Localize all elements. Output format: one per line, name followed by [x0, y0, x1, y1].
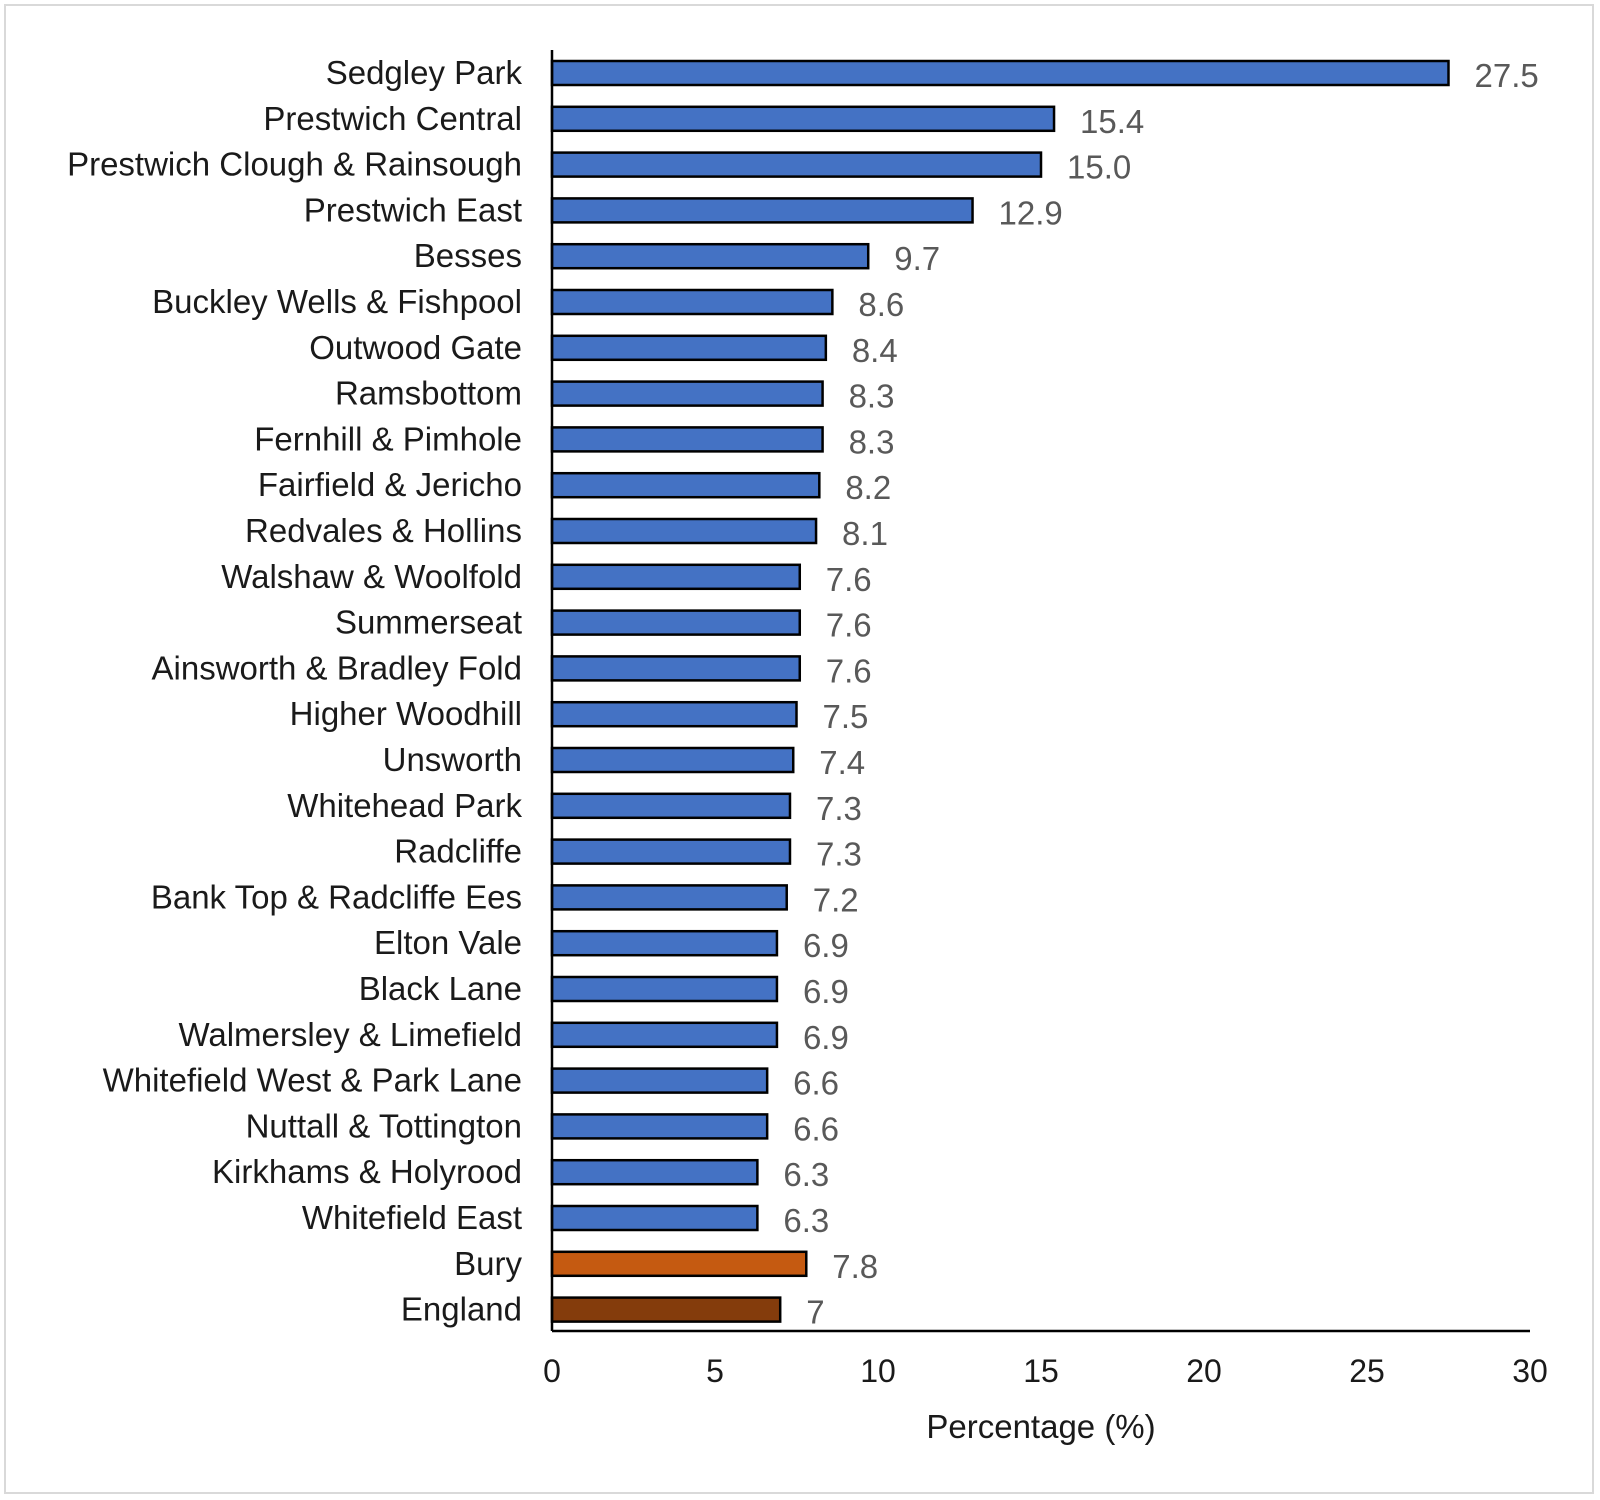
bar-ramsbottom: [550, 380, 824, 407]
category-label-elton-vale: Elton Vale: [374, 924, 522, 961]
value-label-walshaw-and-woolfold: 7.6: [826, 561, 872, 598]
category-label-besses: Besses: [414, 237, 522, 274]
value-label-whitefield-west-and-park-lane: 6.6: [793, 1065, 839, 1102]
value-label-besses: 9.7: [894, 240, 940, 277]
bar-prestwich-east: [550, 197, 974, 224]
value-label-bury: 7.8: [832, 1248, 878, 1285]
bar-fernhill-and-pimhole: [550, 426, 824, 453]
bar-kirkhams-and-holyrood: [550, 1158, 759, 1186]
category-label-unsworth: Unsworth: [383, 741, 522, 778]
bar-nuttall-and-tottington: [550, 1113, 769, 1140]
bar-black-lane: [550, 975, 779, 1003]
category-label-kirkhams-and-holyrood: Kirkhams & Holyrood: [212, 1153, 522, 1190]
x-tick-label-0: 0: [543, 1353, 561, 1389]
x-tick-label-15: 15: [1023, 1353, 1059, 1389]
bar-bank-top-and-radcliffe-ees: [550, 884, 788, 911]
value-label-nuttall-and-tottington: 6.6: [793, 1110, 839, 1147]
bar-redvales-and-hollins: [550, 517, 818, 545]
x-tick-label-20: 20: [1186, 1353, 1222, 1389]
category-label-outwood-gate: Outwood Gate: [309, 329, 522, 366]
category-label-bank-top-and-radcliffe-ees: Bank Top & Radcliffe Ees: [151, 878, 522, 915]
value-label-prestwich-clough-and-rainsough: 15.0: [1067, 149, 1131, 186]
bar-whitefield-west-and-park-lane: [550, 1067, 769, 1094]
bar-elton-vale: [550, 929, 779, 957]
value-label-ramsbottom: 8.3: [849, 378, 895, 415]
bar-prestwich-clough-and-rainsough: [550, 151, 1043, 178]
value-label-elton-vale: 6.9: [803, 927, 849, 964]
value-label-fernhill-and-pimhole: 8.3: [849, 423, 895, 460]
x-tick-label-30: 30: [1512, 1353, 1548, 1389]
bar-whitefield-east: [550, 1204, 759, 1232]
category-label-prestwich-clough-and-rainsough: Prestwich Clough & Rainsough: [67, 146, 522, 183]
value-label-buckley-wells-and-fishpool: 8.6: [858, 286, 904, 323]
category-label-sedgley-park: Sedgley Park: [326, 54, 523, 91]
category-label-england: England: [401, 1291, 522, 1328]
category-label-prestwich-east: Prestwich East: [304, 191, 522, 228]
value-label-whitehead-park: 7.3: [816, 790, 862, 827]
category-label-nuttall-and-tottington: Nuttall & Tottington: [246, 1107, 522, 1144]
value-label-outwood-gate: 8.4: [852, 332, 898, 369]
bar-bury: [550, 1250, 808, 1278]
category-label-buckley-wells-and-fishpool: Buckley Wells & Fishpool: [152, 283, 522, 320]
x-tick-label-10: 10: [860, 1353, 896, 1389]
bar-summerseat: [550, 609, 802, 636]
bar-sedgley-park: [550, 59, 1450, 87]
value-label-sedgley-park: 27.5: [1475, 57, 1539, 94]
category-label-whitefield-east: Whitefield East: [302, 1199, 522, 1236]
bar-walshaw-and-woolfold: [550, 563, 802, 591]
value-label-prestwich-east: 12.9: [999, 194, 1063, 231]
category-label-black-lane: Black Lane: [359, 970, 522, 1007]
category-label-redvales-and-hollins: Redvales & Hollins: [245, 512, 522, 549]
bar-fairfield-and-jericho: [550, 471, 821, 499]
bar-unsworth: [550, 746, 795, 774]
category-label-walmersley-and-limefield: Walmersley & Limefield: [178, 1016, 522, 1053]
category-labels: Sedgley Park Prestwich Central Prestwich C…: [67, 54, 522, 1328]
bar-higher-woodhill: [550, 700, 798, 728]
value-label-england: 7: [806, 1294, 824, 1331]
category-label-whitefield-west-and-park-lane: Whitefield West & Park Lane: [103, 1062, 522, 1099]
category-label-fairfield-and-jericho: Fairfield & Jericho: [258, 466, 522, 503]
value-labels: 27.5 15.4 15.012.9 9.7 8.6 8.4 8.3 8.3 8.2 8.1 7.6…: [783, 57, 1538, 1331]
x-axis-label: Percentage (%): [926, 1408, 1155, 1445]
value-label-walmersley-and-limefield: 6.9: [803, 1019, 849, 1056]
category-label-bury: Bury: [454, 1245, 522, 1282]
category-label-ramsbottom: Ramsbottom: [335, 375, 522, 412]
value-label-bank-top-and-radcliffe-ees: 7.2: [813, 881, 859, 918]
value-label-whitefield-east: 6.3: [783, 1202, 829, 1239]
bar-walmersley-and-limefield: [550, 1021, 779, 1049]
category-label-radcliffe: Radcliffe: [394, 833, 522, 870]
value-label-ainsworth-and-bradley-fold: 7.6: [826, 652, 872, 689]
category-label-ainsworth-and-bradley-fold: Ainsworth & Bradley Fold: [152, 649, 523, 686]
bar-outwood-gate: [550, 334, 828, 362]
value-label-kirkhams-and-holyrood: 6.3: [783, 1156, 829, 1193]
value-label-radcliffe: 7.3: [816, 836, 862, 873]
bar-prestwich-central: [550, 105, 1056, 133]
bar-besses: [550, 242, 870, 270]
value-label-fairfield-and-jericho: 8.2: [845, 469, 891, 506]
category-label-prestwich-central: Prestwich Central: [263, 100, 522, 137]
category-label-walshaw-and-woolfold: Walshaw & Woolfold: [221, 558, 522, 595]
value-label-higher-woodhill: 7.5: [823, 698, 869, 735]
bar-radcliffe: [550, 838, 792, 865]
bar-ainsworth-and-bradley-fold: [550, 655, 802, 682]
value-label-prestwich-central: 15.4: [1080, 103, 1144, 140]
bar-whitehead-park: [550, 792, 792, 820]
value-label-summerseat: 7.6: [826, 607, 872, 644]
bar-buckley-wells-and-fishpool: [550, 288, 834, 316]
value-label-unsworth: 7.4: [819, 744, 865, 781]
axes: 0 5 10 15 20 25 30: [543, 50, 1548, 1389]
bars-group: [550, 59, 1450, 1323]
category-label-fernhill-and-pimhole: Fernhill & Pimhole: [254, 420, 522, 457]
category-label-whitehead-park: Whitehead Park: [287, 787, 522, 824]
value-label-redvales-and-hollins: 8.1: [842, 515, 888, 552]
category-label-higher-woodhill: Higher Woodhill: [290, 695, 522, 732]
x-tick-label-25: 25: [1349, 1353, 1385, 1389]
x-tick-label-5: 5: [706, 1353, 724, 1389]
category-label-summerseat: Summerseat: [335, 604, 522, 641]
value-label-black-lane: 6.9: [803, 973, 849, 1010]
bar-england: [550, 1296, 782, 1323]
